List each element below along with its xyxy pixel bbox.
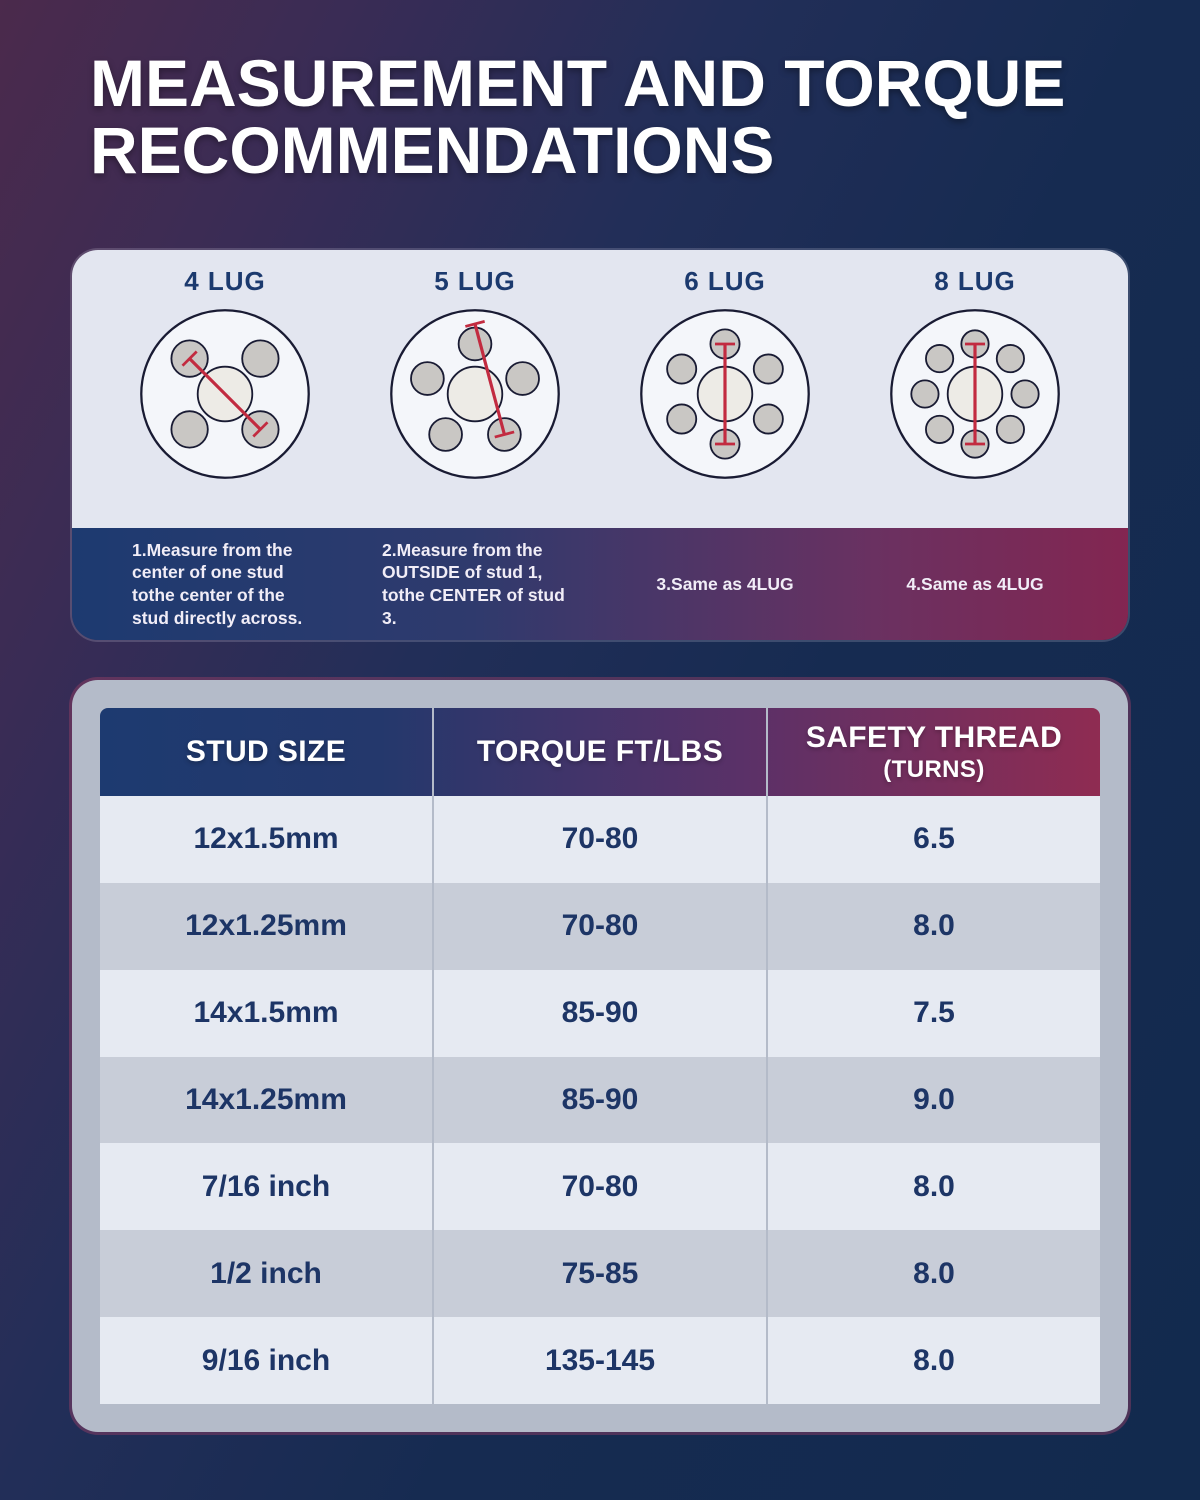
column-header-stud-size: STUD SIZE [185,735,347,768]
safety-thread-cell: 9.0 [768,1056,1100,1144]
lug-pattern-svg [890,309,1060,479]
cell-divider [766,1317,768,1405]
table-row: 14x1.5mm 85-90 7.5 [100,969,1100,1057]
cell-divider [766,1056,768,1144]
cell-divider [766,1230,768,1318]
table-row: 1/2 inch 75-85 8.0 [100,1230,1100,1318]
table-header: STUD SIZE TORQUE FT/LBS SAFETY THREAD (T… [100,708,1100,796]
lug-pattern-svg [390,309,560,479]
column-header-safety-thread-main: SAFETY THREAD [805,720,1063,754]
stud-size-cell: 12x1.5mm [100,796,432,883]
lug-pattern-label: 8 LUG [934,266,1016,296]
cell-divider [766,796,768,883]
torque-cell: 70-80 [434,796,766,883]
table-row: 14x1.25mm 85-90 9.0 [100,1056,1100,1144]
lug-pattern-column: 4 LUG [100,258,350,528]
lug-measurement-note-text: 2.Measure from the OUTSIDE of stud 1, to… [382,539,565,628]
table-row: 9/16 inch 135-145 8.0 [100,1317,1100,1405]
cell-divider [432,796,434,883]
stud-size-cell: 14x1.5mm [100,969,432,1057]
lug-pattern-label: 5 LUG [434,266,516,296]
header-divider [766,708,768,796]
lug-measurement-note: 3.Same as 4LUG [600,528,850,640]
cell-divider [432,1143,434,1231]
torque-cell: 85-90 [434,1056,766,1144]
torque-cell: 75-85 [434,1230,766,1318]
lug-pattern-diagram [384,303,566,490]
safety-thread-cell: 8.0 [768,1143,1100,1231]
cell-divider [432,1056,434,1144]
lug-pattern-label: 6 LUG [684,266,766,296]
lug-measurement-note-text: 1.Measure from the center of one stud to… [132,539,303,628]
lug-measurement-note: 2.Measure from the OUTSIDE of stud 1, to… [350,528,600,640]
lug-measurement-note-text: 4.Same as 4LUG [906,573,1044,594]
lug-pattern-svg [140,309,310,479]
lug-measurement-note-text: 3.Same as 4LUG [656,573,794,594]
stud-size-cell: 12x1.25mm [100,882,432,970]
stud-size-cell: 14x1.25mm [100,1056,432,1144]
table-body: 12x1.5mm 70-80 6.5 12x1.25mm 70-80 8.0 1… [100,796,1100,1405]
table-row: 7/16 inch 70-80 8.0 [100,1143,1100,1231]
header-divider [432,708,434,796]
lug-pattern-svg [640,309,810,479]
cell-divider [766,969,768,1057]
safety-thread-cell: 8.0 [768,882,1100,970]
cell-divider [432,882,434,970]
column-header-safety-thread-sub: (TURNS) [883,755,985,783]
cell-divider [766,1143,768,1231]
torque-cell: 70-80 [434,1143,766,1231]
cell-divider [432,1317,434,1405]
cell-divider [766,882,768,970]
torque-cell: 135-145 [434,1317,766,1405]
lug-pattern-column: 5 LUG [350,258,600,528]
safety-thread-cell: 8.0 [768,1317,1100,1405]
page-title: MEASUREMENT AND TORQUE RECOMMENDATIONS [90,46,1066,188]
stud-size-cell: 9/16 inch [100,1317,432,1405]
lug-pattern-label: 4 LUG [184,266,266,296]
lug-pattern-diagram [134,303,316,490]
table-row: 12x1.25mm 70-80 8.0 [100,882,1100,970]
table-row: 12x1.5mm 70-80 6.5 [100,796,1100,883]
lug-measurement-note: 1.Measure from the center of one stud to… [100,528,350,640]
lug-pattern-column: 6 LUG [600,258,850,528]
lug-measurement-note: 4.Same as 4LUG [850,528,1100,640]
torque-table-panel: STUD SIZE TORQUE FT/LBS SAFETY THREAD (T… [72,680,1128,1432]
lug-diagram-row: 4 LUG 5 LUG 6 LUG 8 LUG [72,250,1128,528]
lug-pattern-diagram [884,303,1066,490]
lug-pattern-diagram [634,303,816,490]
lug-notes-strip: 1.Measure from the center of one stud to… [72,528,1128,640]
lug-measurement-panel: 4 LUG 5 LUG 6 LUG 8 LUG 1.Measure from t… [72,250,1128,640]
safety-thread-cell: 7.5 [768,969,1100,1057]
column-header-safety-thread: SAFETY THREAD (TURNS) [768,708,1100,796]
torque-cell: 85-90 [434,969,766,1057]
safety-thread-cell: 6.5 [768,796,1100,883]
cell-divider [432,1230,434,1318]
safety-thread-cell: 8.0 [768,1230,1100,1318]
cell-divider [432,969,434,1057]
stud-size-cell: 1/2 inch [100,1230,432,1318]
torque-cell: 70-80 [434,882,766,970]
stud-size-cell: 7/16 inch [100,1143,432,1231]
column-header-torque: TORQUE FT/LBS [476,735,724,768]
lug-pattern-column: 8 LUG [850,258,1100,528]
